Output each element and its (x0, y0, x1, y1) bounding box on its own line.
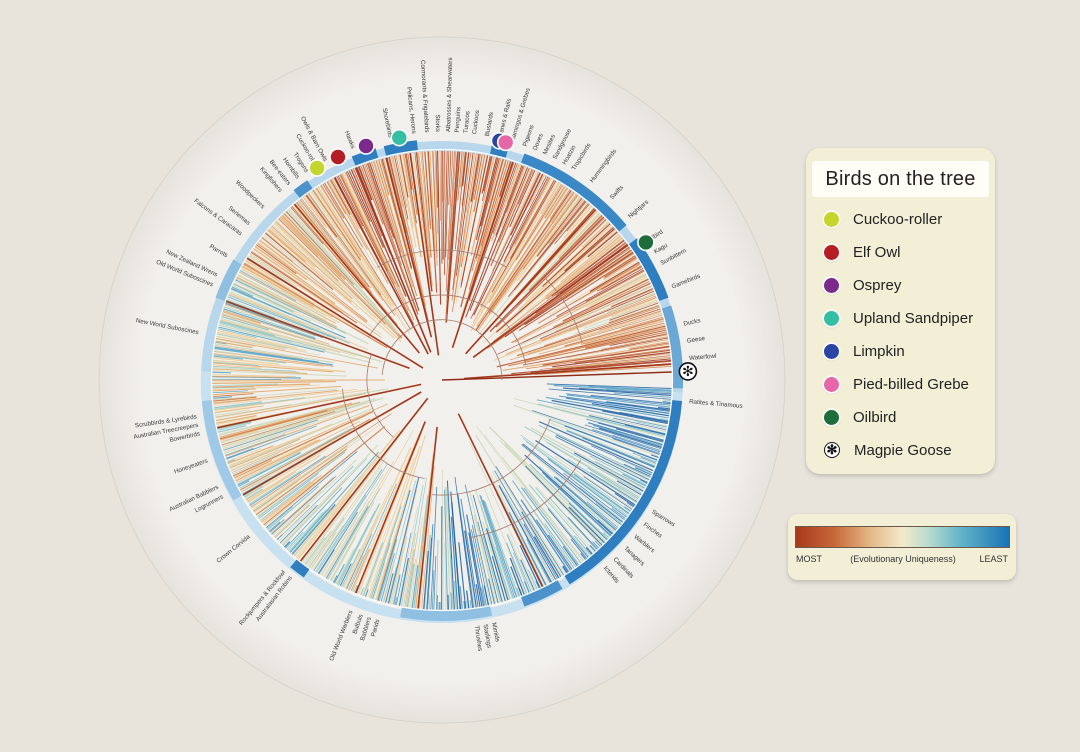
scale-most-label: MOST (796, 554, 822, 564)
legend-label: Osprey (853, 276, 902, 294)
legend-item: Cuckoo-roller (824, 206, 989, 232)
birds-legend: Birds on the tree Cuckoo-roller Elf Owl Os… (806, 148, 995, 474)
legend-label: Oilbird (853, 408, 897, 426)
clade-label: Thrushes (473, 625, 484, 652)
bird-marker (308, 159, 326, 177)
asterisk-icon: ✻ (682, 364, 694, 380)
clade-label: Penguins (454, 107, 463, 133)
tree-backbone (342, 249, 583, 538)
dot-icon (824, 244, 839, 260)
legend-item: ✻ Magpie Goose (824, 437, 989, 463)
dot-icon (824, 376, 839, 392)
scale-caption: (Evolutionary Uniqueness) (850, 554, 956, 564)
clade-label: Storks (434, 114, 441, 132)
clade-label: Mimids (490, 622, 501, 643)
uniqueness-scale: MOST (Evolutionary Uniqueness) LEAST (788, 514, 1016, 580)
legend-label: Upland Sandpiper (853, 309, 974, 327)
tree-branches (211, 149, 672, 611)
bird-marker (496, 133, 515, 152)
scale-least-label: LEAST (979, 554, 1008, 564)
legend-label: Magpie Goose (854, 441, 952, 459)
legend-item: Pied-billed Grebe (824, 371, 989, 397)
legend-item: Limpkin (824, 338, 989, 364)
clade-label: Ratites & Tinamous (689, 398, 743, 410)
clade-label: Cormorants & Frigatebirds (419, 60, 430, 133)
legend-item: Oilbird (824, 404, 989, 430)
clade-label: Geese (686, 335, 706, 345)
dot-icon (824, 211, 839, 227)
asterisk-icon: ✻ (824, 442, 840, 458)
clade-label: Waterfowl (689, 353, 717, 362)
legend-label: Limpkin (853, 342, 905, 360)
legend-label: Cuckoo-roller (853, 210, 943, 228)
bird-marker (357, 137, 375, 155)
bird-marker (390, 128, 409, 147)
bird-marker (637, 233, 655, 252)
legend-item: Elf Owl (824, 239, 989, 265)
clade-label: Ducks (683, 317, 701, 328)
magpie-goose-marker (678, 362, 698, 381)
clade-label: Turacos (462, 111, 471, 134)
clade-label: Bustards (484, 112, 495, 137)
bird-markers: ✻ (308, 128, 698, 381)
legend-item: Osprey (824, 272, 989, 298)
clade-ring (200, 140, 684, 624)
dot-icon (824, 409, 839, 425)
dot-icon (824, 310, 839, 326)
dot-icon (824, 277, 839, 293)
legend-item: Upland Sandpiper (824, 305, 989, 331)
legend-label: Elf Owl (853, 243, 901, 261)
legend-title: Birds on the tree (812, 161, 989, 197)
legend-label: Pied-billed Grebe (853, 375, 969, 393)
dot-icon (824, 343, 839, 359)
uniqueness-gradient-bar (795, 526, 1010, 548)
clade-label: Parids (370, 619, 381, 638)
clade-label: Cuckoos (471, 110, 481, 135)
bird-marker (329, 148, 347, 166)
clade-label: Starlings (482, 624, 493, 649)
clade-label: Albatrosses & Shearwaters (445, 57, 454, 132)
